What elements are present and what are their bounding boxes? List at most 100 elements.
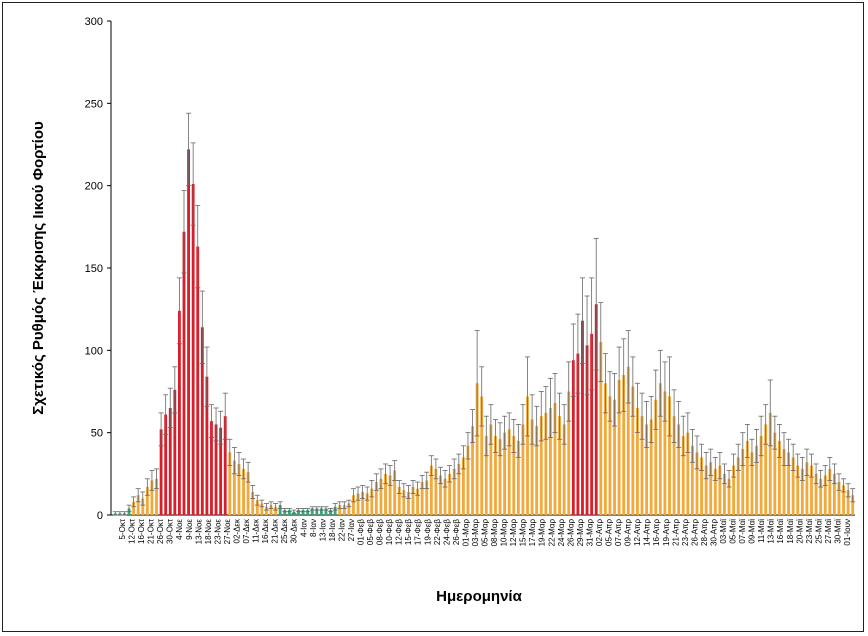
x-tick-label: 13-Ιαν [318,519,327,541]
y-tick-label: 0 [97,510,103,522]
bar [452,468,456,515]
bar [530,419,534,515]
bar [654,399,658,515]
x-tick-label: 18-Νοε [204,519,213,545]
bar [196,246,200,516]
bar [352,495,355,515]
bar [155,478,158,515]
bar [136,495,140,515]
bar [704,465,708,515]
bar [851,495,855,515]
bar [425,480,429,515]
bar [800,468,804,515]
x-tick-label: 02-Δεκ [232,518,241,543]
x-tick-label: 19-Φεβ [423,519,432,546]
bar [553,403,557,515]
bar [631,386,635,515]
x-tick-label: 10-Μαρ [500,519,509,547]
bar [484,435,488,515]
x-tick-label: 15-Φεβ [404,519,413,546]
x-tick-label: 31-Μαρ [585,519,594,547]
x-tick-label: 19-Απρ [662,519,671,546]
bar [443,478,447,515]
bar [420,482,424,515]
x-tick-label: 05-Μαρ [481,519,490,547]
bar [246,472,250,515]
x-tick-label: 30-Απρ [709,519,718,546]
x-tick-label: 03-Μαρ [471,519,480,547]
x-tick-label: 17-Μαρ [528,519,537,547]
bar-chart: Σχετικός Ρυθμός Έκκρισης Ιικού Φορτίου Η… [30,16,856,605]
bar [434,468,438,515]
x-tick-label: 29-Μαρ [576,519,585,547]
bar [571,360,575,515]
bar [677,424,681,515]
x-tick-label: 21-Δεκ [271,518,280,543]
bar [411,487,415,515]
bar [219,427,223,515]
bar [755,445,758,515]
bar [388,475,392,515]
bar [727,478,731,515]
bar [297,510,300,515]
bar [287,510,291,515]
x-tick-label: 02-Απρ [595,519,604,546]
x-tick-label: 22-Ιαν [337,519,346,541]
bar [837,482,841,515]
bar [603,383,607,515]
x-tick-label: 16-Δεκ [261,518,270,543]
bar [278,505,282,515]
x-tick-label: 08-Φεβ [376,519,385,546]
bar [764,424,768,515]
bar [686,432,690,515]
x-tick-label: 4-Νοε [175,519,184,540]
bar [741,449,745,515]
bar [539,416,543,515]
plot-area: 0 50 100 150 200 250 300 5-Οκτ 12-Οκτ 16-Οκτ 21-Οκ… [85,16,856,546]
x-tick-label: 05-Μαϊ [729,519,738,544]
bar [681,435,685,515]
bar [645,424,649,515]
bar [315,508,319,515]
x-tick-label: 28-Απρ [700,519,709,546]
bar [191,184,195,515]
x-tick-label: 14-Απρ [643,519,652,546]
bar [778,440,781,515]
bar [558,416,561,515]
bar [787,452,791,515]
y-tick-label: 300 [85,16,103,28]
bar [457,463,461,515]
x-tick-label: 23-Νοε [213,519,222,545]
x-tick-label: 26-Απρ [690,519,699,546]
x-tick-label: 07-Δεκ [242,518,251,543]
bar [232,460,236,515]
x-tick-label: 09-Απρ [624,519,633,546]
x-tick-label: 27-Ιαν [347,519,356,541]
bar [242,468,245,515]
x-tick-label: 25-Δεκ [280,518,289,543]
x-tick-label: 17-Φεβ [414,519,423,546]
bar [384,473,387,515]
bar [407,491,410,515]
bar [461,457,465,515]
bar [796,465,800,515]
x-tick-label: 30-Μαϊ [833,519,842,544]
bar [626,366,630,515]
bar [640,416,644,515]
bar [265,506,268,515]
y-tick-label: 100 [85,345,103,357]
bar [141,498,145,515]
x-tick-label: 26-Φεβ [452,519,461,546]
bar [663,391,667,515]
x-tick-label: 4-Ιαν [299,519,308,537]
bar [658,383,662,515]
x-tick-label: 11-Μαϊ [757,519,766,543]
bar [700,457,703,515]
bar [617,379,621,515]
y-tick-label: 50 [91,428,103,440]
x-tick-label: 9-Νοε [185,519,194,540]
x-tick-label: 07-Μαϊ [738,519,747,544]
bar [745,440,749,515]
bar [548,407,552,515]
bar [608,396,612,515]
